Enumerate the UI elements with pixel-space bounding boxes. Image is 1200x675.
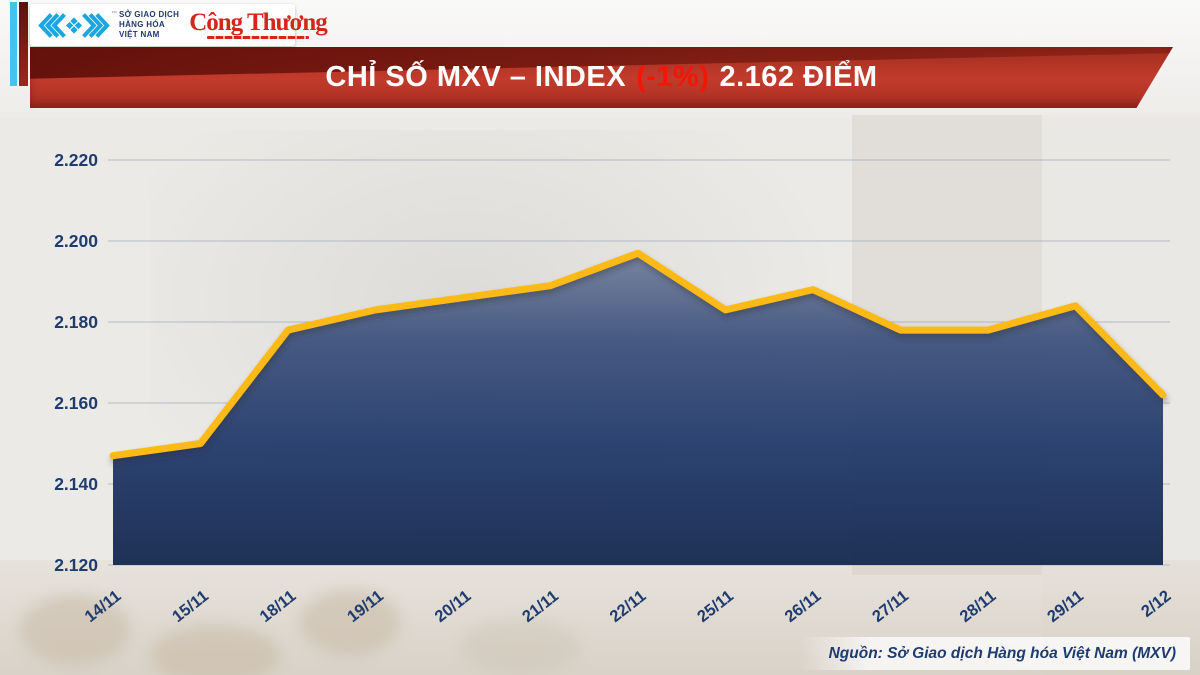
background-coffee-blob	[300, 590, 400, 655]
x-tick-label: 25/11	[694, 587, 737, 626]
org-name-line: SỞ GIAO DỊCH	[119, 10, 180, 19]
x-tick-label: 29/11	[1044, 587, 1087, 626]
source-bar: Nguồn: Sở Giao dịch Hàng hóa Việt Nam (M…	[800, 637, 1190, 670]
x-tick-label: 2/12	[1138, 587, 1174, 621]
congthuong-logo: Công Thương	[189, 9, 328, 39]
x-tick-label: 26/11	[782, 587, 825, 626]
y-tick-label: 2.180	[54, 312, 98, 332]
source-text: Nguồn: Sở Giao dịch Hàng hóa Việt Nam (M…	[828, 644, 1176, 662]
mxv-logo-icon	[38, 12, 110, 38]
title-change-badge: (-1%)	[636, 61, 710, 93]
x-tick-label: 15/11	[169, 587, 212, 626]
logo-bar: ™ SỞ GIAO DỊCH HÀNG HÓA VIỆT NAM Công Th…	[30, 4, 328, 46]
chart-title: CHỈ SỐ MXV – INDEX (-1%) 2.162 ĐIỂM	[30, 47, 1173, 108]
x-tick-label: 27/11	[869, 587, 912, 626]
corner-stripe-red	[19, 2, 28, 86]
area-fill	[113, 253, 1163, 565]
corner-stripe-cyan	[10, 2, 17, 86]
congthuong-masthead: Công Thương	[189, 9, 328, 36]
y-tick-label: 2.160	[54, 393, 98, 413]
congthuong-tagline	[207, 36, 310, 39]
x-tick-label: 19/11	[344, 587, 387, 626]
x-tick-label: 28/11	[957, 587, 1000, 626]
index-line	[109, 249, 1167, 460]
title-points: 2.162 ĐIỂM	[719, 61, 878, 93]
background-coffee-blob	[20, 595, 130, 665]
org-name-line: VIỆT NAM	[119, 30, 160, 39]
background-coffee-blob	[150, 625, 280, 675]
x-tick-label: 21/11	[519, 587, 562, 626]
x-tick-label: 20/11	[432, 587, 475, 626]
y-tick-label: 2.120	[54, 555, 98, 575]
title-text: CHỈ SỐ MXV – INDEX	[325, 61, 627, 93]
y-tick-label: 2.220	[54, 150, 98, 170]
trademark-mark: ™	[111, 11, 117, 17]
org-name-line: HÀNG HÓA	[119, 20, 165, 29]
y-tick-label: 2.200	[54, 231, 98, 251]
title-banner: CHỈ SỐ MXV – INDEX (-1%) 2.162 ĐIỂM	[30, 47, 1173, 108]
x-tick-label: 18/11	[257, 587, 300, 626]
mxv-org-name: SỞ GIAO DỊCH HÀNG HÓA VIỆT NAM	[119, 10, 179, 40]
y-tick-label: 2.140	[54, 474, 98, 494]
x-tick-label: 14/11	[82, 587, 125, 626]
background-coffee-blob	[460, 620, 580, 675]
x-tick-label: 22/11	[607, 587, 650, 626]
